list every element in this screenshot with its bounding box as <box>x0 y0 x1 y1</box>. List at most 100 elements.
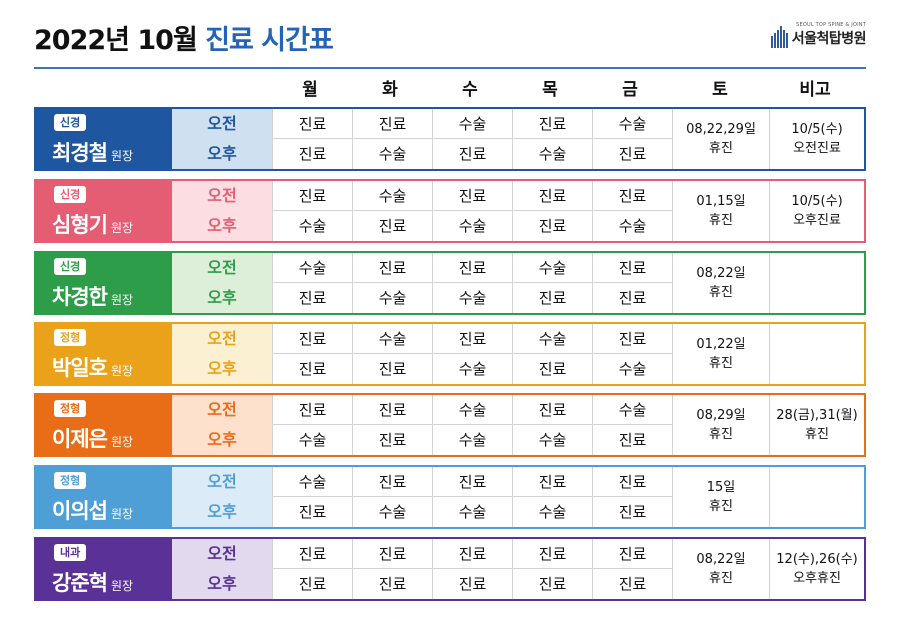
period-am-label: 오전 <box>172 181 272 211</box>
period-pm-label: 오후 <box>172 497 272 527</box>
hospital-logo: SEOUL TOP SPINE & JOINT 서울척탑병원 <box>770 22 867 48</box>
schedule-cell-pm: 수술 <box>432 497 512 527</box>
schedule-cell-pm: 수술 <box>512 139 592 169</box>
schedule-cell-am: 진료 <box>272 539 352 569</box>
schedule-cell-pm: 진료 <box>272 354 352 384</box>
doctor-row: 정형 이의섭 원장 오전 오후 수술 진료 진료 수술 진료 수술 진료 수술 진료 진료 15일 휴진 <box>34 465 866 529</box>
schedule-cell-pm: 진료 <box>512 569 592 599</box>
schedule-cell-am: 진료 <box>352 109 432 139</box>
note-line-1: 12(수),26(수) <box>776 552 858 567</box>
saturday-dates: 15일 <box>706 480 736 495</box>
doctor-title: 원장 <box>110 293 134 307</box>
schedule-cell-pm: 진료 <box>352 211 432 241</box>
schedule-cell-pm: 진료 <box>592 139 672 169</box>
schedule-header-row: 월 화 수 목 금 토 비고 <box>34 75 866 101</box>
schedule-cell-am: 진료 <box>592 181 672 211</box>
schedule-cell-pm: 진료 <box>512 354 592 384</box>
title-prefix: 2022년 10월 <box>34 25 198 56</box>
saturday-status: 휴진 <box>709 571 733 586</box>
schedule-cell-am: 진료 <box>432 539 512 569</box>
saturday-dates: 08,29일 <box>696 408 746 423</box>
schedule-cell-pm: 수술 <box>432 354 512 384</box>
doctor-name: 박일호 원장 <box>52 352 133 382</box>
schedule-cell-am: 진료 <box>352 539 432 569</box>
title-accent: 진료 시간표 <box>205 25 334 56</box>
department-badge: 정형 <box>54 329 87 346</box>
schedule-cell-am: 수술 <box>592 109 672 139</box>
period-pm-label: 오후 <box>172 425 272 455</box>
schedule-cell-am: 진료 <box>512 181 592 211</box>
schedule-cell-pm: 진료 <box>272 569 352 599</box>
schedule-cell-am: 진료 <box>432 253 512 283</box>
schedule-cell-pm: 진료 <box>352 569 432 599</box>
schedule-cell-am: 진료 <box>512 109 592 139</box>
schedule-cell-am: 수술 <box>512 253 592 283</box>
period-am-label: 오전 <box>172 539 272 569</box>
period-am-label: 오전 <box>172 324 272 354</box>
schedule-cell-am: 진료 <box>352 467 432 497</box>
schedule-cell-pm: 진료 <box>592 425 672 455</box>
schedule-cell-pm: 진료 <box>272 497 352 527</box>
saturday-status: 휴진 <box>709 427 733 442</box>
doctor-name-text: 이제은 <box>52 427 108 451</box>
department-badge: 정형 <box>54 400 87 417</box>
schedule-cell-pm: 수술 <box>352 283 432 313</box>
doctor-row: 신경 최경철 원장 오전 오후 진료 진료 진료 수술 수술 진료 진료 수술 수술 진료 08,22,29일… <box>34 107 866 171</box>
schedule-cell-am: 진료 <box>592 467 672 497</box>
column-header-fri: 금 <box>622 80 638 100</box>
logo-bars-icon <box>770 26 788 48</box>
note-cell: 10/5(수) 오후진료 <box>769 181 864 241</box>
department-badge: 신경 <box>54 186 87 203</box>
schedule-cell-am: 수술 <box>272 467 352 497</box>
period-am-label: 오전 <box>172 395 272 425</box>
schedule-cell-am: 수술 <box>352 324 432 354</box>
column-header-wed: 수 <box>462 80 478 100</box>
schedule-cell-am: 진료 <box>432 324 512 354</box>
schedule-cell-am: 진료 <box>512 539 592 569</box>
schedule-cell-pm: 수술 <box>432 211 512 241</box>
schedule-cell-pm: 수술 <box>352 139 432 169</box>
schedule-cell-am: 진료 <box>432 181 512 211</box>
schedule-cell-am: 진료 <box>592 539 672 569</box>
column-header-note: 비고 <box>799 80 831 100</box>
doctor-name-cell: 신경 심형기 원장 <box>36 181 172 241</box>
note-cell <box>769 467 864 527</box>
schedule-cell-pm: 진료 <box>352 425 432 455</box>
schedule-cell-pm: 수술 <box>352 497 432 527</box>
schedule-cell-pm: 진료 <box>512 211 592 241</box>
note-cell: 12(수),26(수) 오후휴진 <box>769 539 864 599</box>
schedule-cell-am: 수술 <box>432 109 512 139</box>
header-divider <box>34 67 866 69</box>
note-line-2: 오후진료 <box>793 213 841 228</box>
saturday-cell: 01,22일 휴진 <box>672 324 769 384</box>
schedule-cell-pm: 진료 <box>592 497 672 527</box>
schedule-cell-am: 수술 <box>432 395 512 425</box>
period-am-label: 오전 <box>172 109 272 139</box>
period-am-label: 오전 <box>172 253 272 283</box>
schedule-cell-pm: 수술 <box>272 211 352 241</box>
schedule-cell-pm: 수술 <box>592 354 672 384</box>
doctor-name-text: 이의섭 <box>52 499 108 523</box>
department-badge: 정형 <box>54 472 87 489</box>
doctor-name-text: 차경한 <box>52 285 108 309</box>
department-badge: 신경 <box>54 258 87 275</box>
note-line-2: 오전진료 <box>793 141 841 156</box>
period-pm-label: 오후 <box>172 283 272 313</box>
saturday-dates: 08,22일 <box>696 266 746 281</box>
saturday-cell: 08,22일 휴진 <box>672 253 769 313</box>
doctor-name: 이의섭 원장 <box>52 495 133 525</box>
doctor-name: 이제은 원장 <box>52 423 133 453</box>
schedule-cell-am: 진료 <box>512 467 592 497</box>
doctor-name-text: 심형기 <box>52 213 108 237</box>
doctor-name: 차경한 원장 <box>52 281 133 311</box>
doctor-title: 원장 <box>110 579 134 593</box>
schedule-cell-am: 진료 <box>272 395 352 425</box>
saturday-status: 휴진 <box>709 213 733 228</box>
period-pm-label: 오후 <box>172 569 272 599</box>
saturday-dates: 08,22일 <box>696 552 746 567</box>
schedule-cell-pm: 진료 <box>432 139 512 169</box>
department-badge: 내과 <box>54 544 87 561</box>
